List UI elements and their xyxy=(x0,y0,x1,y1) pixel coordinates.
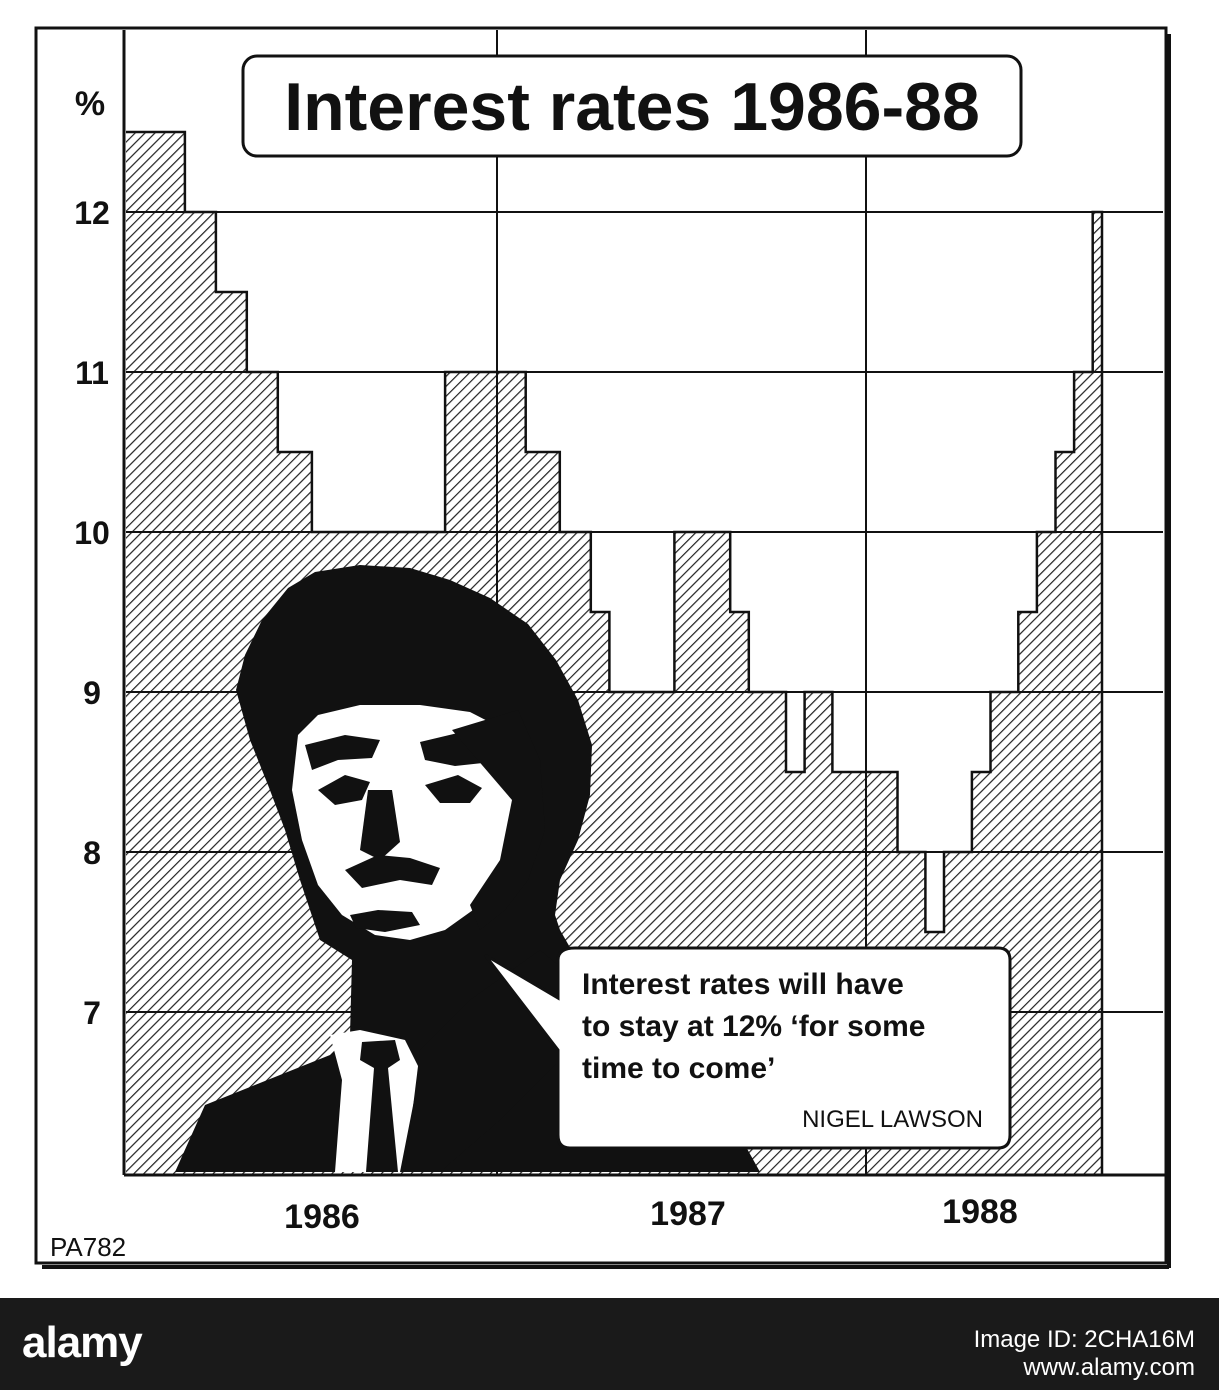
watermark-image-id: Image ID: 2CHA16M xyxy=(973,1326,1195,1353)
ytick-labels: 12 11 10 9 8 7 xyxy=(74,195,110,1031)
chart-title: Interest rates 1986-88 xyxy=(284,69,980,145)
step-bar xyxy=(184,212,217,1175)
ytick-label: 12 xyxy=(74,195,110,231)
ytick-label: 9 xyxy=(83,675,101,711)
y-axis-unit: % xyxy=(75,85,105,123)
quote-line-1: Interest rates will have xyxy=(582,968,904,1001)
chart: % 12 11 10 9 8 7 Interest rates 1986-88 Inter… xyxy=(34,26,1171,1269)
watermark-url: www.alamy.com xyxy=(1023,1354,1195,1381)
x-year-label-1987: 1987 xyxy=(650,1195,726,1233)
rate-step-line xyxy=(126,130,1104,1175)
step-bar xyxy=(126,132,186,1175)
title-box xyxy=(241,54,1023,158)
ytick-label: 11 xyxy=(75,355,109,391)
step-bar xyxy=(1036,532,1056,1175)
portrait-illustration xyxy=(175,565,760,1172)
ytick-label: 7 xyxy=(83,995,101,1031)
step-bar xyxy=(1055,452,1075,1175)
source-code: PA782 xyxy=(50,1232,126,1262)
step-bar xyxy=(1092,212,1103,1175)
quote-bubble xyxy=(483,946,1012,1150)
x-year-label-1986: 1986 xyxy=(284,1198,360,1236)
quote-attribution: NIGEL LAWSON xyxy=(802,1106,983,1133)
watermark-logo: alamy xyxy=(22,1318,143,1367)
watermark-id: Image ID: 2CHA16M www.alamy.com xyxy=(974,1326,1195,1382)
quote-line-3: time to come’ xyxy=(582,1052,775,1085)
quote-line-2: to stay at 12% ‘for some xyxy=(582,1010,925,1043)
step-bar xyxy=(1018,612,1038,1175)
step-outline xyxy=(126,130,1104,1175)
watermark-footer xyxy=(0,1298,1219,1390)
ytick-label: 8 xyxy=(83,835,101,871)
step-bar xyxy=(1074,372,1094,1175)
ytick-label: 10 xyxy=(74,515,110,551)
x-year-label-1988: 1988 xyxy=(942,1193,1018,1231)
step-bar xyxy=(215,292,248,1175)
